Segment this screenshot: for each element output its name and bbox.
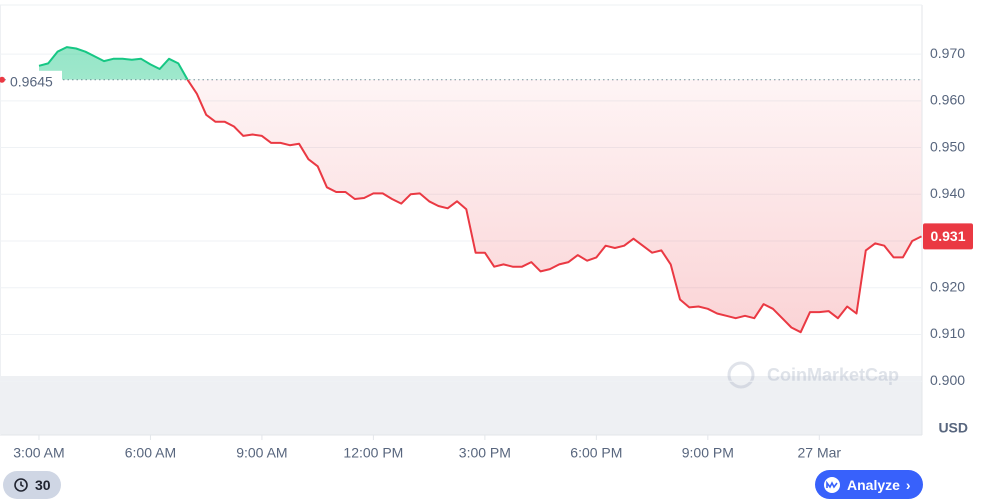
- y-tick-label: 0.970: [930, 45, 965, 61]
- x-tick-label: 27 Mar: [798, 445, 842, 461]
- x-tick-label: 6:00 PM: [570, 445, 622, 461]
- range-button[interactable]: 30: [3, 471, 61, 499]
- watermark-logo: [727, 361, 755, 389]
- y-tick-label: 0.940: [930, 185, 965, 201]
- baseline-label: 0.9645: [10, 73, 53, 89]
- price-line: [38, 46, 189, 80]
- y-tick-label: 0.920: [930, 278, 965, 294]
- price-line: [186, 79, 922, 334]
- analyze-icon: [824, 476, 840, 493]
- x-tick-label: 9:00 AM: [236, 445, 287, 461]
- y-tick-label: 0.910: [930, 325, 965, 341]
- price-tag: [923, 223, 973, 250]
- watermark: CoinMarketCap: [727, 361, 899, 389]
- price-tag-label: 0.931: [930, 228, 965, 244]
- x-tick-label: 6:00 AM: [125, 445, 176, 461]
- x-tick-label: 3:00 PM: [459, 445, 511, 461]
- history-icon: [14, 478, 28, 492]
- price-area: [39, 47, 922, 80]
- x-tick-label: 12:00 PM: [343, 445, 403, 461]
- volume-band: [0, 376, 922, 435]
- y-tick-label: 0.900: [930, 372, 965, 388]
- watermark-text: CoinMarketCap: [767, 365, 899, 385]
- y-tick-label: 0.960: [930, 92, 965, 108]
- analyze-text: Analyze: [847, 476, 900, 493]
- price-area: [187, 79, 922, 333]
- unit-label: USD: [938, 420, 968, 436]
- analyze-button[interactable]: Analyze ›: [815, 470, 923, 499]
- chevron: ›: [905, 476, 911, 493]
- x-tick-label: 3:00 AM: [13, 445, 64, 461]
- y-tick-label: 0.950: [930, 138, 965, 154]
- baseline-dot: [0, 76, 5, 83]
- range-text: 30: [35, 477, 51, 493]
- x-tick-label: 9:00 PM: [682, 445, 734, 461]
- baseline-label-bg: [6, 70, 62, 90]
